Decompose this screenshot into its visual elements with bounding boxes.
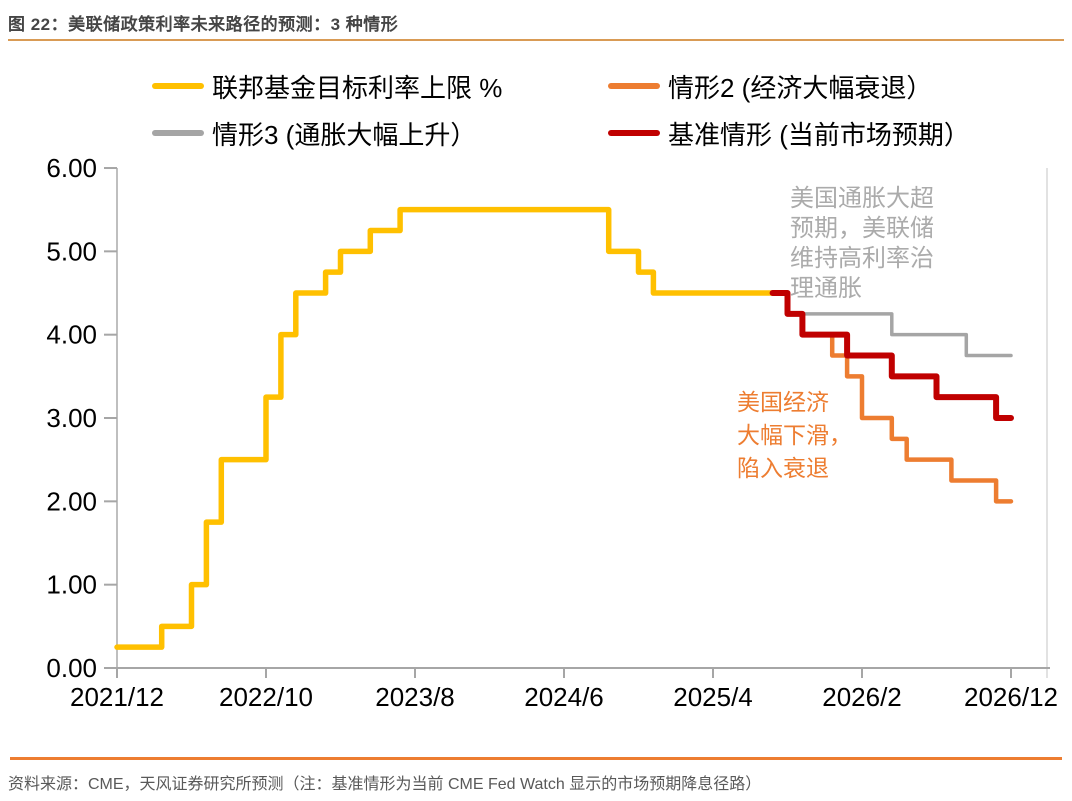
y-tick-label: 5.00 [46,236,97,266]
recession-scenario-annotation: 美国经济 大幅下滑， 陷入衰退 [737,389,852,481]
inflation-scenario-annotation: 美国通胀大超 预期，美联储 维持高利率治 理通胀 [790,185,934,302]
legend-item-scenario3-inflation: 情形3 (通胀大幅上升） [152,111,608,155]
legend-item-baseline: 基准情形 (当前市场预期） [608,111,970,155]
chart-legend: 联邦基金目标利率上限 % 情形2 (经济大幅衰退） 情形3 (通胀大幅上升） 基准情形… [152,64,970,155]
x-tick-label: 2021/12 [70,682,164,712]
footer-divider [10,757,1062,760]
legend-swatch-scenario2-recession [608,83,660,89]
legend-label-scenario3-inflation: 情形3 (通胀大幅上升） [212,119,477,150]
y-tick-label: 6.00 [46,153,97,183]
x-tick-label: 2024/6 [524,682,604,712]
legend-label-scenario2-recession: 情形2 (经济大幅衰退） [668,72,933,103]
y-tick-label: 1.00 [46,570,97,600]
legend-swatch-scenario3-inflation [152,130,204,136]
y-tick-label: 2.00 [46,486,97,516]
legend-swatch-upper-bound [152,83,204,89]
x-tick-label: 2025/4 [673,682,753,712]
x-tick-label: 2022/10 [219,682,313,712]
source-note: 资料来源：CME，天风证券研究所预测（注：基准情形为当前 CME Fed Wat… [8,776,762,793]
legend-swatch-baseline [608,130,660,136]
x-tick-label: 2026/12 [964,682,1058,712]
x-tick-label: 2026/2 [822,682,902,712]
series-baseline-line [769,290,1014,422]
y-tick-label: 4.00 [46,320,97,350]
legend-label-upper-bound: 联邦基金目标利率上限 % [212,72,503,103]
y-tick-label: 0.00 [46,653,97,683]
figure-title: 图 22：美联储政策利率未来路径的预测：3 种情形 [8,15,399,34]
legend-item-upper-bound: 联邦基金目标利率上限 % [152,64,608,108]
legend-item-scenario2-recession: 情形2 (经济大幅衰退） [608,64,970,108]
series-scenario3-inflation-line [800,312,1013,358]
title-divider [8,39,1064,41]
legend-label-baseline: 基准情形 (当前市场预期） [668,119,970,150]
y-tick-label: 3.00 [46,403,97,433]
series-upper-bound-line [114,206,776,650]
x-tick-label: 2023/8 [375,682,455,712]
series-scenario2-recession-line [815,332,1014,504]
